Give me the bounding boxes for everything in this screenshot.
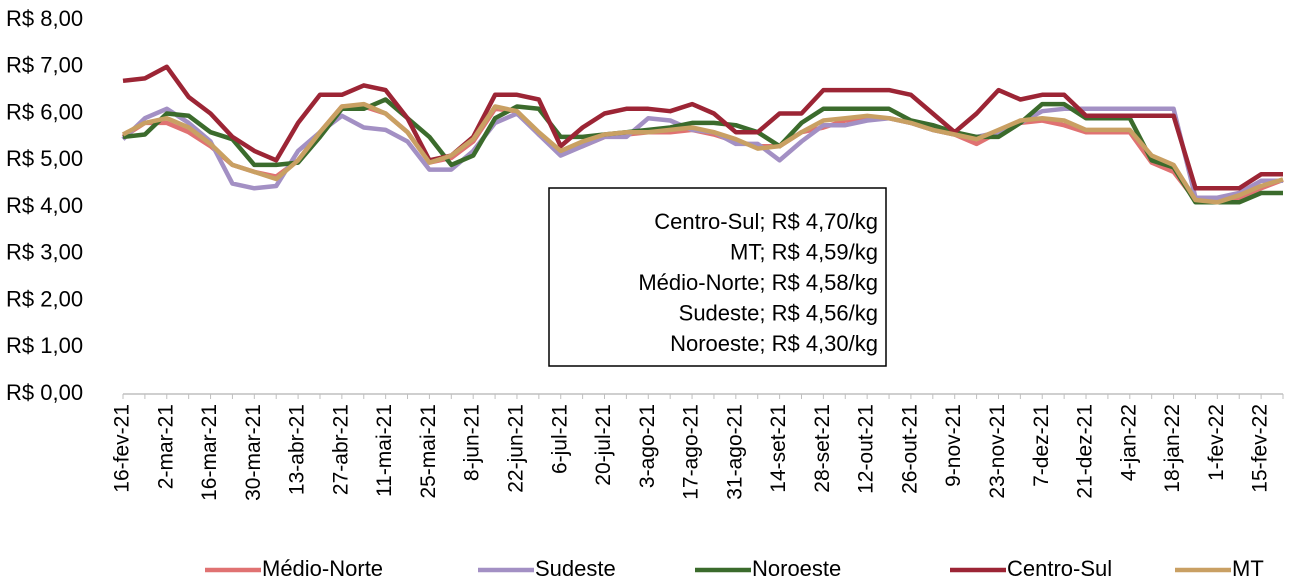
y-tick-label: R$ 1,00: [6, 333, 83, 358]
annotation-text: MT; R$ 4,59/kg: [730, 239, 878, 264]
x-tick-label: 17-ago-21: [680, 404, 703, 500]
x-tick-label: 6-jul-21: [548, 404, 571, 474]
annotation-text: Sudeste; R$ 4,56/kg: [679, 300, 878, 325]
x-tick-label: 23-nov-21: [986, 404, 1009, 499]
y-tick-label: R$ 7,00: [6, 53, 83, 78]
annotation-text: Noroeste; R$ 4,30/kg: [670, 331, 878, 356]
y-tick-label: R$ 2,00: [6, 286, 83, 311]
series-line: [122, 97, 1283, 205]
y-tick-label: R$ 6,00: [6, 99, 83, 124]
x-tick-label: 30-mar-21: [242, 404, 265, 501]
x-tick-label: 20-jul-21: [592, 404, 615, 486]
series-line: [122, 64, 1283, 191]
series-line: [121, 101, 1284, 205]
legend-label: Centro-Sul: [1007, 556, 1112, 581]
x-tick-label: 2-mar-21: [154, 404, 177, 489]
x-tick-label: 15-fev-22: [1249, 404, 1272, 493]
x-tick-label: 8-jun-21: [461, 404, 484, 481]
y-tick-label: R$ 0,00: [6, 380, 83, 405]
legend-label: Noroeste: [752, 556, 841, 581]
legend-label: Sudeste: [535, 556, 616, 581]
x-tick-label: 25-mai-21: [417, 404, 440, 499]
x-tick-label: 22-jun-21: [505, 404, 528, 493]
x-tick-label: 13-abr-21: [286, 404, 309, 495]
x-tick-label: 12-out-21: [855, 404, 878, 494]
legend-label: MT: [1232, 556, 1264, 581]
x-tick-label: 4-jan-22: [1117, 404, 1140, 481]
annotation-text: Centro-Sul; R$ 4,70/kg: [654, 209, 878, 234]
x-tick-label: 28-set-21: [811, 404, 834, 493]
y-tick-label: R$ 5,00: [6, 146, 83, 171]
x-tick-label: 18-jan-22: [1161, 404, 1184, 493]
x-tick-label: 16-fev-21: [111, 404, 134, 493]
x-tick-label: 16-mar-21: [198, 404, 221, 501]
x-tick-label: 3-ago-21: [636, 404, 659, 488]
x-tick-label: 1-fev-22: [1205, 404, 1228, 481]
x-tick-label: 9-nov-21: [942, 404, 965, 487]
x-tick-label: 26-out-21: [898, 404, 921, 494]
y-tick-label: R$ 3,00: [6, 240, 83, 265]
annotation-box: [548, 187, 887, 367]
x-tick-label: 21-dez-21: [1074, 404, 1097, 499]
annotation-text: Médio-Norte; R$ 4,58/kg: [638, 270, 878, 295]
x-tick-label: 27-abr-21: [329, 404, 352, 495]
x-tick-label: 11-mai-21: [373, 404, 396, 497]
legend-label: Médio-Norte: [262, 556, 383, 581]
x-tick-label: 31-ago-21: [723, 404, 746, 500]
y-tick-label: R$ 8,00: [6, 6, 83, 31]
x-tick-label: 14-set-21: [767, 404, 790, 493]
y-tick-label: R$ 4,00: [6, 193, 83, 218]
x-tick-label: 7-dez-21: [1030, 404, 1053, 487]
